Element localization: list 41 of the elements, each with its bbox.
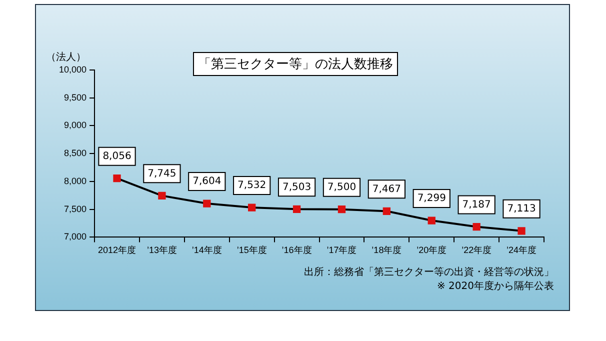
y-tick-label: 8,000	[64, 176, 87, 186]
data-label: 7,604	[192, 176, 222, 188]
data-label: 7,745	[148, 168, 176, 180]
data-label: 7,503	[282, 182, 312, 193]
point	[203, 200, 211, 208]
x-tick-label: ’15年度	[236, 245, 267, 256]
x-tick-label: ’14年度	[192, 245, 222, 256]
chart-title: 「第三セクター等」の法人数推移	[193, 52, 398, 76]
point	[113, 174, 121, 182]
text: ※ 2020年度から隔年公表	[436, 280, 554, 294]
point	[382, 207, 391, 215]
data-label: 7,467	[372, 184, 402, 195]
data-label: 7,113	[507, 203, 536, 214]
y-tick-label: 7,500	[64, 204, 87, 214]
data-label: 7,299	[417, 193, 446, 204]
point	[472, 222, 480, 231]
y-tick-label: 9,500	[64, 92, 87, 102]
data-label: 7,187	[462, 199, 491, 210]
x-tick-label: ’22年度	[462, 245, 492, 256]
point	[248, 204, 256, 212]
x-tick-label: ’13年度	[146, 245, 177, 256]
data-label: 7,532	[238, 180, 266, 192]
y-tick-label: 10,000	[58, 64, 87, 74]
x-tick-label: 2012年度	[98, 245, 136, 256]
text: 出所：総務省「第三セクター等の出資・経営等の状況」	[304, 266, 554, 280]
x-tick-label: ’17年度	[326, 245, 357, 256]
y-tick-label: 7,000	[64, 232, 87, 242]
point	[428, 216, 436, 224]
point	[518, 227, 526, 235]
x-tick-label: ’18年度	[372, 245, 402, 256]
y-axis-title: （法人）	[46, 50, 86, 64]
data-label: 8,056	[102, 150, 132, 162]
point	[158, 192, 166, 200]
point	[338, 206, 346, 214]
x-tick-label: ’16年度	[282, 245, 312, 256]
x-tick-label: ’24年度	[506, 245, 537, 256]
x-tick-label: ’20年度	[416, 245, 447, 256]
data-label: 7,500	[327, 182, 356, 193]
point	[292, 205, 301, 213]
y-tick-label: 9,000	[64, 120, 87, 130]
y-tick-label: 8,500	[64, 148, 87, 158]
